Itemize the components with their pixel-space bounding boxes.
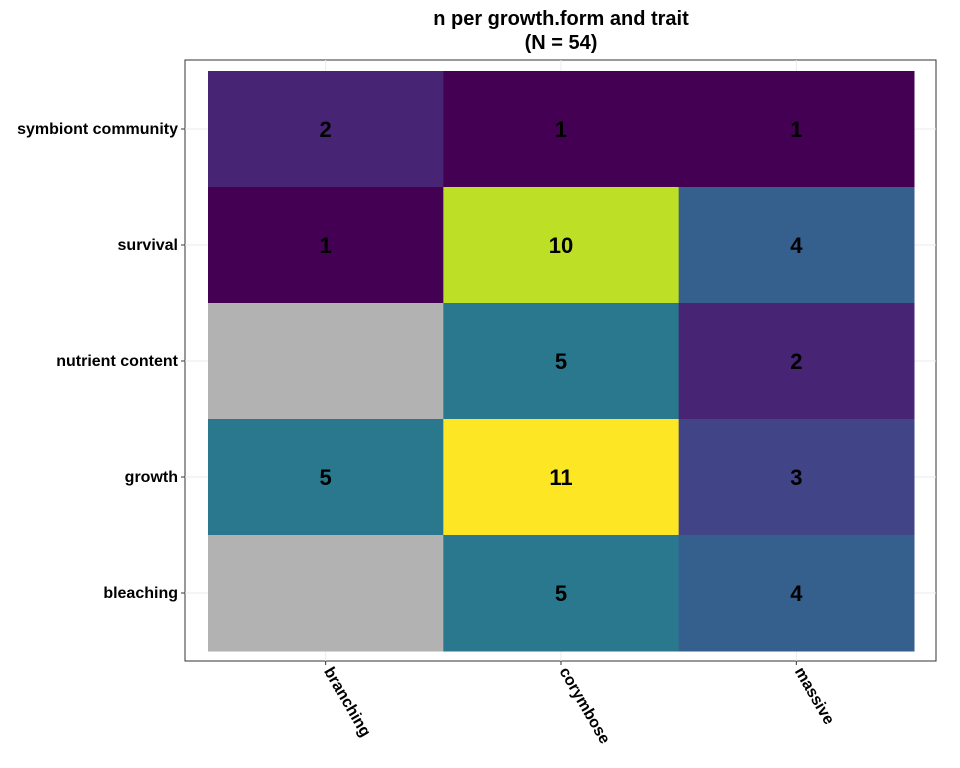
y-tick-label: nutrient content bbox=[56, 353, 178, 370]
y-tick-label: symbiont community bbox=[17, 121, 178, 138]
heatmap-cell bbox=[208, 303, 444, 420]
heatmap-cell-labels: 2 1 11 10 45 25 11 35 4 bbox=[320, 117, 804, 606]
cell-value-label: 11 bbox=[549, 465, 572, 490]
chart-subtitle: (N = 54) bbox=[525, 32, 598, 54]
heatmap-cell bbox=[443, 535, 680, 652]
heatmap-cells bbox=[208, 71, 915, 652]
heatmap-cell bbox=[443, 303, 680, 420]
x-tick-label: massive bbox=[791, 665, 837, 728]
y-tick-label: growth bbox=[125, 469, 178, 486]
chart-title: n per growth.form and trait bbox=[433, 8, 689, 30]
cell-value-label: 4 bbox=[790, 233, 803, 258]
cell-value-label: 2 bbox=[320, 117, 332, 142]
cell-value-label: 5 bbox=[320, 465, 332, 490]
cell-value-label: 4 bbox=[790, 581, 803, 606]
cell-value-label: 5 bbox=[555, 349, 567, 374]
heatmap-cell bbox=[678, 187, 915, 304]
cell-value-label: 10 bbox=[549, 233, 573, 258]
heatmap-cell bbox=[208, 71, 444, 188]
x-axis: branching corymbose massive bbox=[320, 661, 837, 747]
cell-value-label: 1 bbox=[790, 117, 802, 142]
x-tick-label: branching bbox=[320, 665, 373, 740]
x-tick-label: corymbose bbox=[556, 665, 613, 748]
cell-value-label: 5 bbox=[555, 581, 567, 606]
cell-value-label: 1 bbox=[555, 117, 567, 142]
y-axis: bleaching growth nutrient content survival s… bbox=[17, 121, 185, 602]
heatmap-cell bbox=[678, 419, 915, 536]
y-tick-label: survival bbox=[118, 237, 178, 254]
heatmap-cell bbox=[443, 187, 680, 304]
heatmap-cell bbox=[208, 419, 444, 536]
heatmap-cell bbox=[678, 71, 915, 188]
heatmap-cell bbox=[208, 187, 444, 304]
heatmap-cell bbox=[678, 303, 915, 420]
heatmap-cell bbox=[443, 71, 680, 188]
y-tick-label: bleaching bbox=[103, 585, 178, 602]
cell-value-label: 2 bbox=[790, 349, 802, 374]
heatmap-cell bbox=[443, 419, 680, 536]
cell-value-label: 3 bbox=[790, 465, 802, 490]
cell-value-label: 1 bbox=[320, 233, 332, 258]
heatmap-cell bbox=[678, 535, 915, 652]
heatmap-cell bbox=[208, 535, 444, 652]
